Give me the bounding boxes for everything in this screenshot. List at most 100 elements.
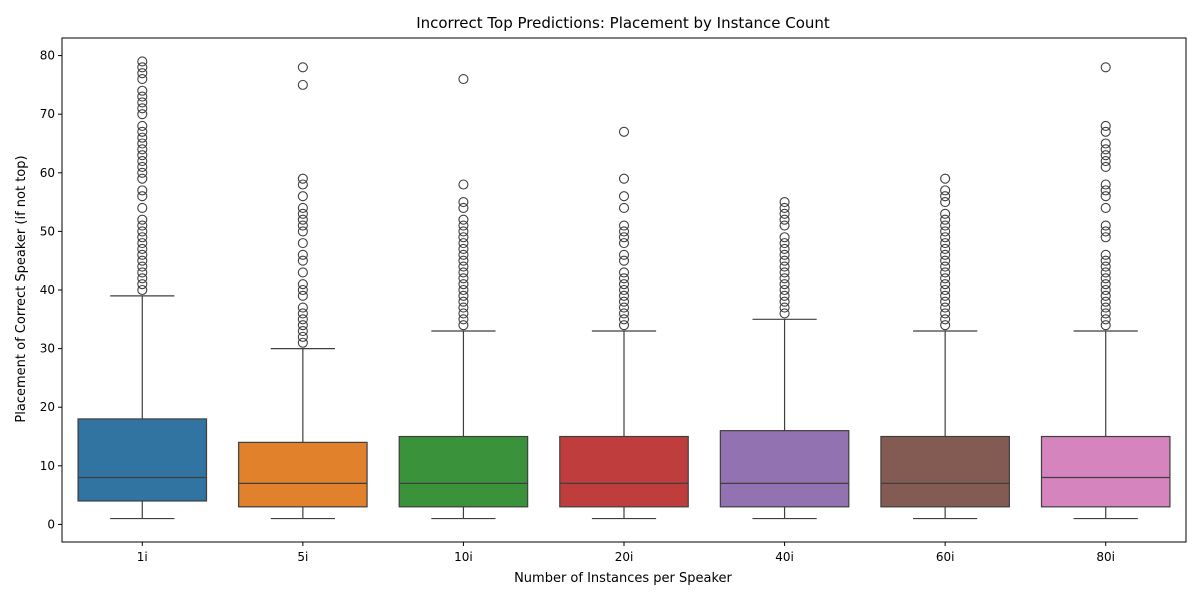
y-axis-title: Placement of Correct Speaker (if not top… — [14, 155, 29, 422]
outlier-point — [779, 273, 790, 284]
outlier-point — [940, 273, 951, 284]
outlier-point — [940, 173, 951, 184]
y-tick-label: 0 — [47, 517, 55, 531]
outlier-point — [1100, 284, 1111, 296]
outlier-point — [1100, 232, 1111, 243]
outlier-point — [940, 267, 951, 278]
outlier-point — [940, 232, 951, 243]
outlier-point — [618, 290, 630, 301]
outlier-point — [618, 308, 630, 319]
outlier-point — [297, 320, 308, 331]
outlier-point — [779, 296, 790, 307]
outlier-point — [458, 314, 469, 325]
outlier-point — [137, 238, 148, 249]
outlier-point — [779, 308, 790, 319]
outlier-point — [137, 150, 148, 161]
outlier-point — [1100, 138, 1111, 149]
outlier-point — [297, 279, 308, 290]
outlier-point — [1100, 279, 1111, 290]
outlier-point — [137, 120, 148, 131]
outlier-point — [458, 302, 469, 313]
chart-title: Incorrect Top Predictions: Placement by … — [416, 14, 830, 32]
outlier-point — [458, 202, 469, 214]
outlier-point — [1100, 314, 1111, 325]
outlier-point — [458, 238, 469, 249]
outlier-point — [779, 284, 790, 296]
outlier-point — [137, 97, 148, 108]
outlier-point — [779, 249, 790, 260]
outlier-point — [940, 314, 951, 325]
outlier-point — [940, 226, 951, 237]
outlier-point — [137, 214, 148, 225]
outlier-point — [1100, 296, 1111, 307]
outlier-point — [137, 91, 148, 102]
outlier-point — [458, 290, 469, 301]
outlier-point — [940, 279, 951, 290]
outlier-point — [1100, 273, 1111, 284]
box-20i — [559, 435, 689, 508]
outlier-point — [940, 185, 951, 196]
outlier-point — [779, 208, 790, 219]
outlier-point — [137, 284, 148, 296]
outlier-point — [618, 191, 630, 202]
outlier-point — [458, 214, 469, 225]
x-tick-label: 60i — [936, 550, 955, 564]
outlier-point — [137, 56, 148, 67]
box-10i — [398, 435, 529, 508]
outlier-point — [297, 337, 308, 348]
outlier-point — [1100, 161, 1111, 172]
outlier-point — [1100, 267, 1111, 278]
outlier-point — [1100, 290, 1111, 301]
outlier-point — [618, 302, 630, 313]
outlier-point — [1100, 150, 1111, 161]
outlier-point — [1100, 261, 1111, 272]
x-tick-label: 5i — [297, 550, 308, 564]
outlier-point — [618, 279, 630, 290]
outlier-point — [779, 290, 790, 301]
outlier-point — [1100, 255, 1111, 266]
outlier-point — [618, 267, 630, 278]
outlier-point — [1100, 249, 1111, 260]
x-tick-label: 1i — [137, 550, 148, 564]
outlier-point — [297, 208, 308, 219]
outlier-point — [1100, 144, 1111, 155]
outlier-point — [1100, 308, 1111, 319]
outlier-point — [297, 331, 308, 342]
outlier-point — [940, 238, 951, 249]
outlier-point — [1100, 126, 1111, 137]
outlier-point — [137, 103, 148, 114]
x-tick-label: 80i — [1096, 550, 1115, 564]
x-tick-label: 10i — [454, 550, 473, 564]
outlier-point — [618, 238, 630, 249]
outlier-point — [297, 226, 308, 237]
outlier-point — [940, 243, 951, 255]
outlier-point — [618, 232, 630, 243]
outlier-point — [618, 226, 630, 237]
outlier-point — [940, 308, 951, 319]
plot-area: 0 10 20 30 40 50 60 70 80 1i 5i 10i 20i 40i 60i 80i — [40, 37, 1187, 564]
outlier-point — [137, 185, 148, 196]
outlier-point — [137, 249, 148, 260]
outlier-point — [297, 220, 308, 231]
outlier-point — [458, 255, 469, 266]
outlier-point — [779, 197, 790, 208]
outlier-point — [458, 243, 469, 255]
outlier-point — [137, 173, 148, 184]
outlier-point — [618, 314, 630, 325]
outlier-point — [137, 109, 148, 120]
outlier-point — [1100, 226, 1111, 237]
outlier-point — [458, 249, 469, 260]
x-tick-label: 20i — [615, 550, 634, 564]
outlier-point — [297, 214, 308, 225]
y-tick-label: 80 — [40, 49, 55, 63]
outlier-point — [297, 249, 308, 260]
outlier-point — [297, 267, 308, 278]
outlier-point — [297, 62, 308, 73]
outlier-point — [779, 302, 790, 313]
outlier-point — [458, 73, 469, 85]
outlier-point — [940, 290, 951, 301]
outlier-point — [137, 126, 148, 137]
outlier-point — [137, 167, 148, 178]
